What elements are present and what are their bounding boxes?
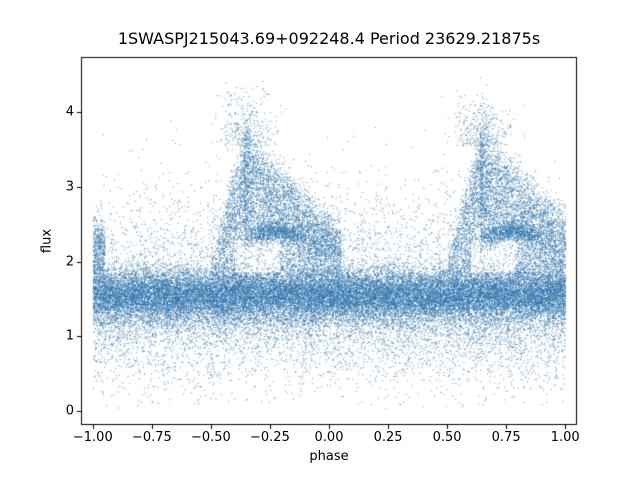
y-axis-label: flux bbox=[39, 228, 55, 254]
x-tick-label: 1.00 bbox=[550, 430, 580, 445]
y-tick-label: 1 bbox=[65, 328, 74, 344]
y-tick-label: 2 bbox=[65, 254, 74, 270]
x-tick-label: −0.50 bbox=[190, 430, 231, 445]
x-tick-label: 0.50 bbox=[432, 430, 462, 445]
y-tick-label: 4 bbox=[65, 104, 74, 120]
x-tick-label: 0.25 bbox=[373, 430, 403, 445]
y-tick-label: 3 bbox=[65, 179, 74, 195]
x-tick-label: −0.25 bbox=[250, 430, 290, 445]
x-tick-label: −0.75 bbox=[131, 430, 172, 445]
y-tick-label: 0 bbox=[65, 403, 74, 419]
x-axis-label: phase bbox=[309, 449, 349, 464]
chart-title: 1SWASPJ215043.69+092248.4 Period 23629.2… bbox=[117, 29, 541, 48]
x-tick-label: −1.00 bbox=[72, 430, 113, 445]
x-tick-label: 0.00 bbox=[314, 430, 344, 445]
x-tick-label: 0.75 bbox=[491, 430, 521, 445]
